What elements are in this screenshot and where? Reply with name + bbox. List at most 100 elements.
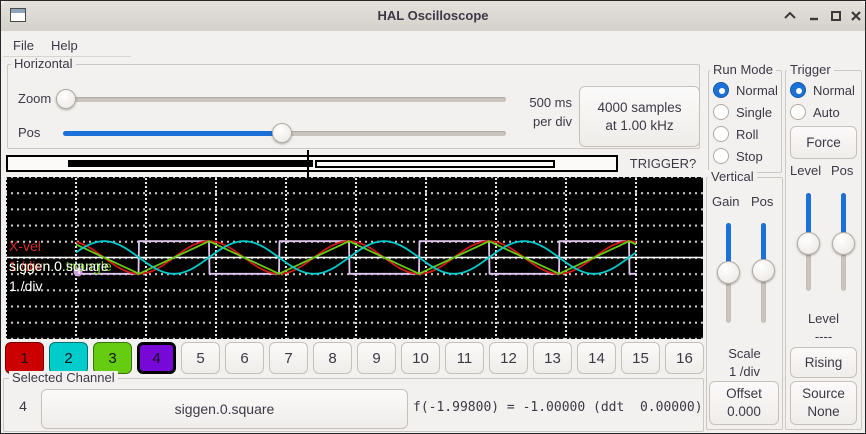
trace-ch1	[75, 240, 637, 275]
time-per-div-unit: per div	[532, 114, 572, 129]
shade-icon[interactable]	[783, 9, 799, 23]
radio-icon[interactable]	[713, 148, 729, 164]
trigger-mode-option-auto[interactable]: Auto	[790, 101, 855, 123]
channel-button-10[interactable]: 10	[401, 342, 440, 374]
channel-button-14[interactable]: 14	[577, 342, 616, 374]
title-bar[interactable]: HAL Oscilloscope	[1, 1, 865, 32]
selected-trace-start-marker	[73, 267, 83, 277]
channel-button-16[interactable]: 16	[665, 342, 704, 374]
zoom-slider-label: Zoom	[18, 91, 52, 106]
time-per-div-value: 500 ms	[529, 95, 572, 110]
channel-button-13[interactable]: 13	[533, 342, 572, 374]
vertical-pos-label: Pos	[751, 194, 774, 209]
trigger-level-slider-fill	[806, 193, 811, 243]
radio-icon[interactable]	[790, 104, 806, 120]
channel-button-11[interactable]: 11	[445, 342, 484, 374]
trigger-edge-button[interactable]: Rising	[790, 347, 857, 378]
menu-bar: File Help	[1, 31, 865, 58]
trigger-mode-option-label: Auto	[813, 104, 840, 120]
trigger-level-label: Level	[807, 311, 840, 326]
trigger-mode-option-normal[interactable]: Normal	[790, 79, 855, 101]
trigger-position-marker	[307, 150, 309, 178]
run-mode-option-label: Stop	[736, 148, 763, 164]
channel-button-5[interactable]: 5	[181, 342, 220, 374]
channel-button-15[interactable]: 15	[621, 342, 660, 374]
menu-help[interactable]: Help	[51, 38, 78, 53]
trigger-mode-option-label: Normal	[813, 82, 855, 98]
trigger-question-label: TRIGGER?	[629, 156, 697, 171]
run-mode-option-normal[interactable]: Normal	[713, 79, 778, 101]
selected-channel-number: 4	[19, 398, 27, 414]
channel-button-6[interactable]: 6	[225, 342, 264, 374]
channel-source-button[interactable]: siggen.0.square	[41, 389, 408, 429]
record-position-bar	[6, 155, 618, 172]
samples-line2: at 1.00 kHz	[605, 117, 674, 133]
run-mode-option-single[interactable]: Single	[713, 101, 778, 123]
trigger-level-value: ----	[814, 329, 833, 344]
close-icon[interactable]	[849, 9, 865, 23]
force-trigger-label: Force	[806, 134, 841, 150]
window-icon	[10, 8, 26, 22]
vertical-offset-button[interactable]: Offset 0.000	[709, 381, 779, 425]
scope-ch1-name: X-vel	[9, 238, 41, 254]
samples-line1: 4000 samples	[597, 99, 682, 115]
radio-icon[interactable]	[790, 82, 806, 98]
horizontal-frame-label: Horizontal	[11, 57, 76, 71]
trace-ch3	[75, 240, 637, 275]
scope-selected-channel-scale: 1 /div	[9, 278, 43, 294]
trigger-source-button[interactable]: Source None	[790, 381, 857, 425]
radio-icon[interactable]	[713, 126, 729, 142]
menu-divider	[3, 56, 131, 57]
maximize-icon[interactable]	[829, 9, 845, 23]
run-mode-frame-label: Run Mode	[710, 63, 776, 77]
selected-channel-frame-label: Selected Channel	[9, 371, 118, 385]
vertical-frame-label: Vertical	[708, 170, 757, 184]
channel-button-9[interactable]: 9	[357, 342, 396, 374]
trace-ch2	[75, 240, 637, 275]
trigger-level-slider-handle[interactable]	[797, 232, 820, 255]
vertical-offset-line1: Offset	[726, 386, 762, 401]
pos-slider-fill	[63, 131, 282, 136]
zoom-slider-handle[interactable]	[56, 89, 76, 109]
minimize-icon[interactable]	[807, 9, 823, 23]
trigger-edge-label: Rising	[804, 354, 843, 370]
vertical-scale-value: 1 /div	[728, 364, 761, 379]
vertical-scale-label: Scale	[728, 346, 761, 361]
gain-slider-handle[interactable]	[717, 261, 740, 284]
trigger-pos-slider-handle[interactable]	[832, 232, 855, 255]
channel-button-1[interactable]: 1	[5, 342, 44, 374]
channel-button-4[interactable]: 4	[137, 342, 176, 374]
pos-slider-label: Pos	[18, 125, 41, 140]
channel-button-7[interactable]: 7	[269, 342, 308, 374]
zoom-slider-track[interactable]	[56, 97, 506, 102]
trigger-source-line2: None	[807, 404, 840, 419]
channel-button-8[interactable]: 8	[313, 342, 352, 374]
scope-overlapped-channel-name: siggen.0.triangle	[9, 258, 112, 274]
channel-button-row: 1 2 3 4 5 6 7 8 9 10 11 12 13 14 15 16	[5, 342, 704, 374]
pos-slider-handle[interactable]	[272, 123, 292, 143]
trigger-source-line1: Source	[802, 386, 845, 401]
run-mode-options: Normal Single Roll Stop	[713, 79, 778, 167]
trigger-pos-slider-label: Pos	[831, 163, 854, 178]
gain-slider-fill	[726, 223, 731, 272]
trigger-pos-slider-fill	[841, 193, 846, 243]
scope-selected-channel-name: siggen.0.square	[9, 258, 109, 274]
scope-display[interactable]: X-vel 1 /div siggen.0.triangle siggen.0.…	[6, 177, 703, 339]
window-title: HAL Oscilloscope	[377, 8, 489, 23]
run-mode-option-stop[interactable]: Stop	[713, 145, 778, 167]
vertical-offset-line2: 0.000	[727, 404, 761, 419]
samples-button[interactable]: 4000 samples at 1.00 kHz	[579, 86, 700, 147]
menu-file[interactable]: File	[13, 38, 34, 53]
radio-icon[interactable]	[713, 82, 729, 98]
record-window-outline	[315, 159, 555, 168]
run-mode-option-roll[interactable]: Roll	[713, 123, 778, 145]
scope-ch1-scale: 1 /div	[9, 258, 43, 274]
run-mode-option-label: Normal	[736, 82, 778, 98]
run-mode-option-label: Roll	[736, 126, 759, 142]
channel-button-12[interactable]: 12	[489, 342, 528, 374]
vertical-pos-slider-handle[interactable]	[752, 259, 775, 282]
channel-source-name: siggen.0.square	[174, 401, 275, 417]
radio-icon[interactable]	[713, 104, 729, 120]
force-trigger-button[interactable]: Force	[790, 126, 857, 159]
